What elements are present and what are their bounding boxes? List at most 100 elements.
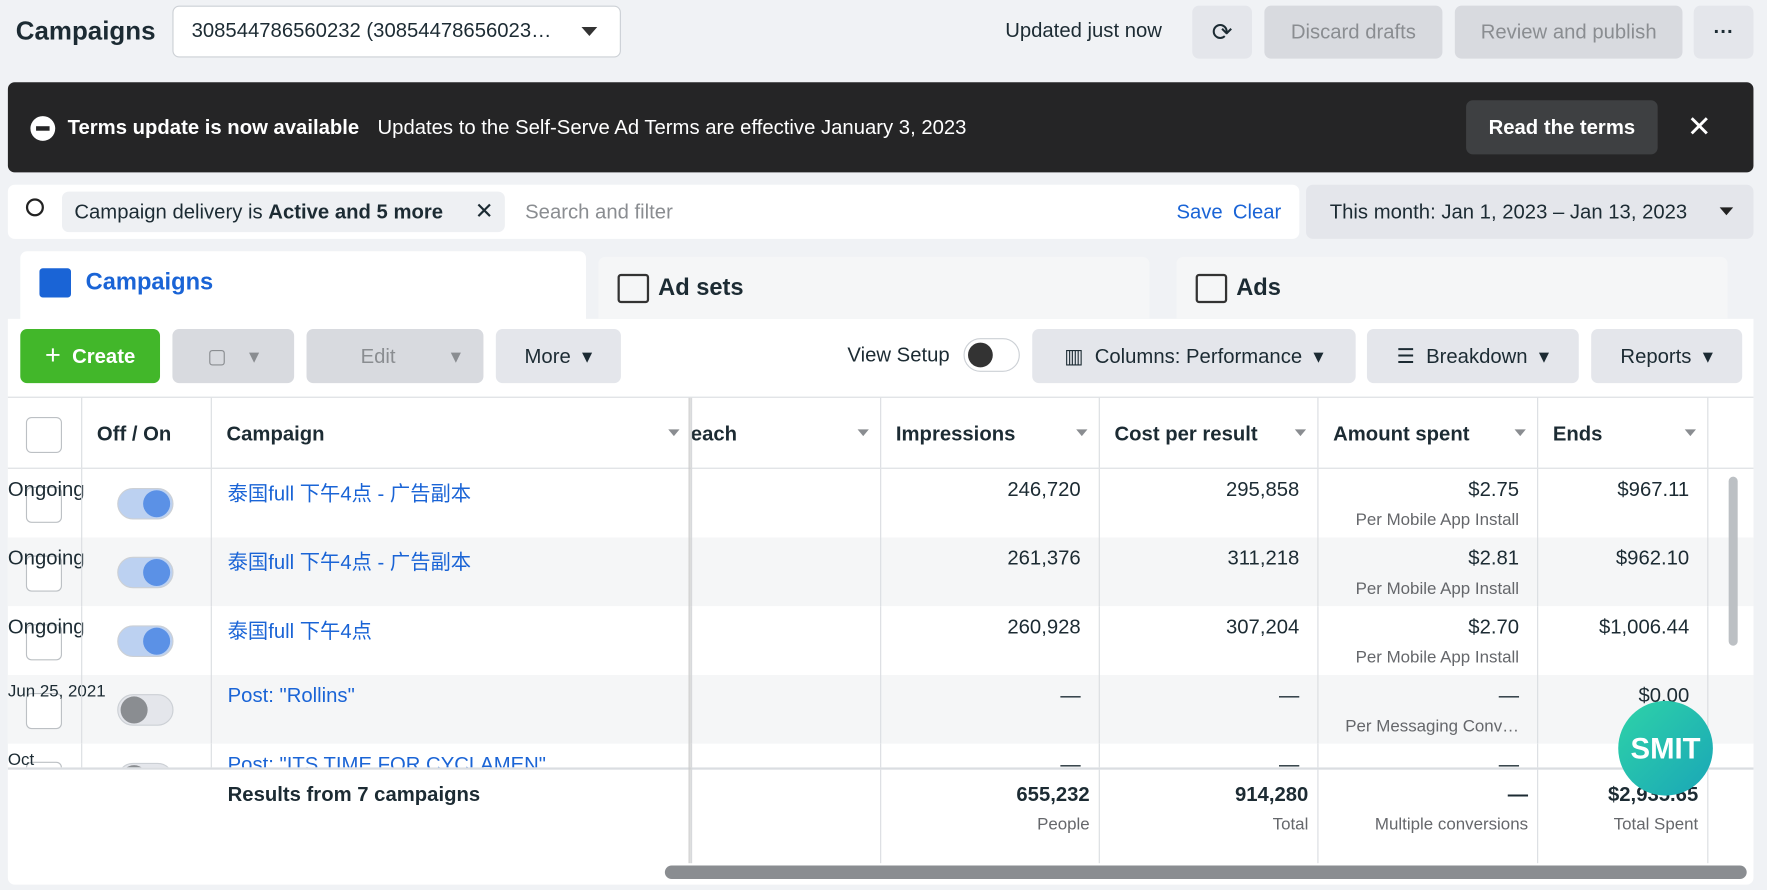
search-input[interactable]: Search and filter	[525, 200, 673, 224]
summary-cost: —	[1507, 783, 1529, 806]
divider	[1098, 675, 1100, 744]
column-header[interactable]: Ends	[1537, 398, 1707, 469]
toggle-knob	[120, 696, 148, 724]
table-row: Post: "Rollins" — — — $0.00 Jun 25, 2021 Per M…	[7, 675, 1754, 744]
tab-icon	[617, 273, 650, 304]
column-title: Off / On	[96, 422, 172, 446]
divider	[1537, 606, 1539, 676]
impressions: —	[1279, 684, 1300, 707]
divider	[1098, 468, 1100, 538]
read-terms[interactable]: Read the terms	[1466, 100, 1658, 155]
cost: $2.81	[1468, 546, 1520, 570]
edit[interactable]: Edit ▾	[306, 329, 484, 384]
row-checkbox[interactable]	[25, 761, 62, 768]
divider	[1537, 397, 1539, 468]
summary-spent-sub: Total Spent	[1613, 814, 1699, 834]
discard[interactable]: Discard drafts	[1264, 5, 1443, 59]
frozen-edge	[688, 397, 694, 864]
more-menu[interactable]: ···	[1693, 5, 1754, 59]
save[interactable]: Save	[1176, 200, 1223, 224]
filter-bar: Campaign delivery is Active and 5 more ✕ …	[7, 184, 1300, 239]
v-scrollbar[interactable]	[1728, 476, 1738, 646]
filter-chip[interactable]: Campaign delivery is Active and 5 more ✕	[61, 191, 505, 233]
row-checkbox[interactable]	[25, 624, 62, 661]
search-icon	[25, 198, 44, 217]
ends: Ongoing	[7, 615, 85, 638]
spent: $967.11	[1617, 477, 1690, 501]
more[interactable]: More ▾	[495, 329, 621, 384]
column-header[interactable]: Off / On	[81, 398, 211, 469]
cost: —	[1498, 684, 1520, 707]
toggle[interactable]	[117, 487, 174, 520]
spent: $1,006.44	[1598, 615, 1690, 638]
sort-caret	[1514, 429, 1526, 441]
campaign-name[interactable]: 泰国full 下午4点 - 广告副本	[227, 482, 472, 505]
campaign-name[interactable]: Post: "ITS TIME FOR CYCLAMEN"	[227, 752, 546, 768]
refresh[interactable]: ⟳	[1192, 5, 1252, 59]
publish[interactable]: Review and publish	[1454, 5, 1683, 59]
divider	[210, 606, 212, 676]
sort-caret	[1684, 429, 1696, 441]
select-all[interactable]	[25, 416, 62, 454]
summary-cost-sub: Multiple conversions	[1374, 814, 1529, 834]
more-label: More	[524, 344, 571, 367]
view-toggle[interactable]	[963, 338, 1020, 372]
campaign-name[interactable]: 泰国full 下午4点 - 广告副本	[227, 551, 472, 574]
reach: —	[1060, 752, 1081, 768]
account-select[interactable]: 308544786560232 (30854478656023…	[172, 5, 621, 58]
sort-caret	[668, 429, 680, 441]
divider	[1537, 537, 1539, 607]
close-banner[interactable]: ✕	[1686, 109, 1712, 144]
column-header[interactable]: Amount spent	[1317, 398, 1537, 469]
column-header[interactable]: Impressions	[880, 398, 1099, 469]
column-header[interactable]: Cost per result	[1099, 398, 1318, 469]
summary-reach: 655,232	[1016, 783, 1090, 806]
column-header[interactable]: Campaign	[211, 398, 691, 469]
h-scrollbar[interactable]	[664, 865, 1747, 879]
toggle[interactable]	[117, 625, 174, 657]
impressions: 295,858	[1225, 477, 1300, 501]
reports-label: Reports	[1620, 344, 1692, 367]
divider	[1537, 743, 1539, 768]
campaign-name[interactable]: 泰国full 下午4点	[227, 619, 372, 643]
divider	[210, 743, 212, 768]
toggle[interactable]	[117, 694, 174, 726]
tab[interactable]: Campaigns	[20, 251, 586, 322]
toggle[interactable]	[117, 556, 174, 589]
divider	[210, 537, 212, 607]
create[interactable]: + Create	[20, 329, 161, 384]
ends: Ongoing	[7, 546, 85, 570]
reach: —	[1060, 684, 1081, 707]
row-checkbox[interactable]	[25, 555, 62, 592]
reports[interactable]: Reports ▾	[1591, 329, 1743, 384]
assistant-bubble[interactable]: SMIT	[1618, 700, 1713, 796]
edit-label: Edit	[360, 344, 396, 367]
campaign-name[interactable]: Post: "Rollins"	[227, 684, 355, 707]
row-checkbox[interactable]	[25, 486, 62, 523]
divider	[81, 606, 83, 676]
summary-impressions: 914,280	[1234, 783, 1309, 806]
tab[interactable]: Ad sets	[598, 256, 1150, 319]
divider	[1317, 675, 1319, 744]
table-row: 泰国full 下午4点 - 广告副本 246,720 295,858 $2.75 $96…	[7, 468, 1754, 538]
divider	[880, 397, 882, 468]
row-checkbox[interactable]	[25, 693, 62, 730]
columns[interactable]: ▥ Columns: Performance ▾	[1032, 329, 1356, 384]
divider	[81, 743, 83, 768]
divider	[1317, 743, 1319, 768]
ends: Ongoing	[7, 477, 85, 501]
create-label: Create	[72, 344, 136, 367]
column-title: Ends	[1552, 422, 1603, 446]
clear[interactable]: Clear	[1232, 200, 1282, 224]
column-header[interactable]: each	[691, 398, 880, 469]
breakdown[interactable]: ☰ Breakdown ▾	[1366, 329, 1579, 384]
date-range[interactable]: This month: Jan 1, 2023 – Jan 13, 2023	[1306, 184, 1754, 239]
table-row: 泰国full 下午4点 260,928 307,204 $2.70 $1,006.44 O…	[7, 606, 1754, 676]
tab[interactable]: Ads	[1176, 256, 1728, 319]
divider	[210, 397, 212, 468]
duplicate[interactable]: ▢ ▾	[172, 329, 295, 384]
divider	[1537, 468, 1539, 538]
cost-sub: Per Mobile App Install	[1355, 647, 1520, 668]
toggle-knob	[120, 765, 148, 768]
